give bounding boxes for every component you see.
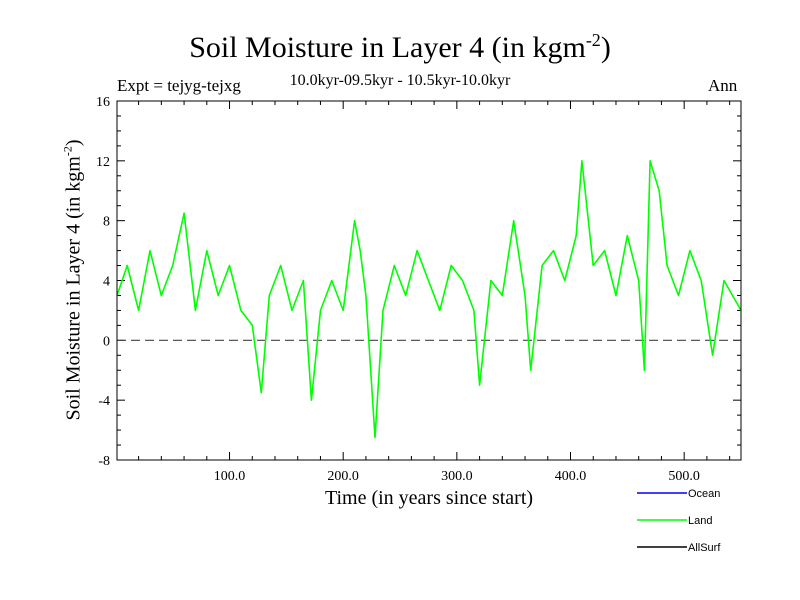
y-tick-label: 16	[96, 95, 110, 110]
data-layer	[116, 160, 742, 439]
y-tick-label: 4	[103, 275, 110, 290]
experiment-label: Expt = tejyg-tejxg	[117, 76, 241, 95]
y-tick-label: 12	[96, 155, 110, 170]
x-tick-label: 400.0	[555, 469, 587, 484]
legend-label-land: Land	[688, 515, 712, 527]
y-tick-label: 8	[103, 215, 110, 230]
chart-subtitle: 10.0kyr-09.5kyr - 10.5kyr-10.0kyr	[289, 72, 511, 89]
y-tick-label: 0	[103, 334, 110, 349]
season-label: Ann	[708, 76, 738, 95]
series-line-land	[116, 160, 742, 439]
legend-label-allsurf: AllSurf	[688, 542, 721, 554]
y-tick-label: -4	[98, 394, 110, 409]
x-tick-label: 100.0	[214, 469, 246, 484]
plot-frame	[116, 100, 742, 461]
chart-title: Soil Moisture in Layer 4 (in kgm-2)	[189, 30, 611, 64]
x-tick-label: 300.0	[441, 469, 473, 484]
x-axis-label: Time (in years since start)	[324, 487, 534, 509]
x-tick-label: 500.0	[668, 469, 700, 484]
legend-label-ocean: Ocean	[688, 488, 720, 500]
y-tick-label: -8	[98, 454, 110, 469]
legend: Ocean Land AllSurf	[637, 488, 721, 554]
x-tick-label: 200.0	[327, 469, 359, 484]
